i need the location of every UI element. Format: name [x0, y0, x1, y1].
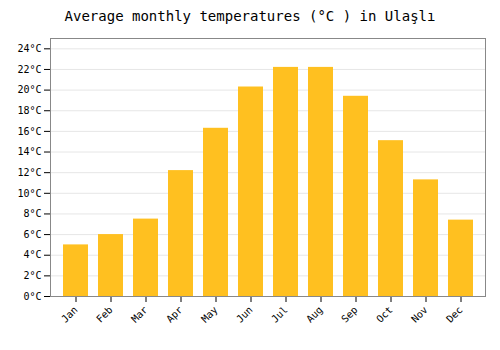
svg-text:10°C: 10°C [17, 188, 41, 199]
svg-text:18°C: 18°C [17, 105, 41, 116]
svg-text:Jan: Jan [59, 304, 80, 325]
svg-text:Feb: Feb [94, 304, 115, 325]
svg-text:4°C: 4°C [23, 249, 41, 260]
svg-text:Oct: Oct [374, 304, 395, 325]
svg-text:Aug: Aug [304, 304, 325, 325]
svg-text:2°C: 2°C [23, 270, 41, 281]
svg-text:Nov: Nov [409, 304, 430, 325]
svg-text:24°C: 24°C [17, 43, 41, 54]
svg-text:22°C: 22°C [17, 64, 41, 75]
svg-text:14°C: 14°C [17, 146, 41, 157]
svg-text:Dec: Dec [444, 304, 465, 325]
svg-text:May: May [199, 304, 220, 325]
html-text:Average monthly temperatures (: Average monthly temperatures (°C ) in Ul… [64, 8, 436, 24]
svg-text:0°C: 0°C [23, 291, 41, 302]
svg-text:Sep: Sep [339, 304, 360, 325]
svg-text:16°C: 16°C [17, 126, 41, 137]
svg-text:20°C: 20°C [17, 84, 41, 95]
svg-text:Mar: Mar [129, 304, 150, 325]
svg-text:12°C: 12°C [17, 167, 41, 178]
svg-text:Apr: Apr [164, 304, 185, 325]
svg-text:8°C: 8°C [23, 208, 41, 219]
svg-text:6°C: 6°C [23, 229, 41, 240]
svg-text:Jul: Jul [269, 304, 290, 325]
svg-text:Jun: Jun [234, 304, 255, 325]
